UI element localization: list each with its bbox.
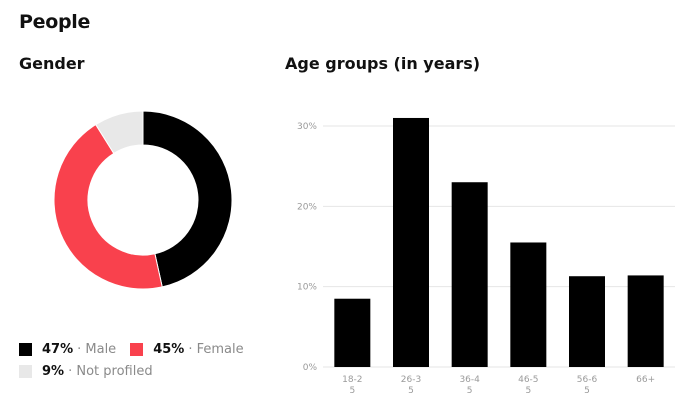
not-profiled-label: Not profiled xyxy=(76,363,153,379)
male-label: Male xyxy=(85,341,117,357)
x-tick-label: 5 xyxy=(525,386,531,396)
y-tick-label: 10% xyxy=(297,283,317,293)
x-tick-label: 5 xyxy=(584,386,590,396)
age-bar xyxy=(510,242,547,367)
not-profiled-percent: 9% xyxy=(42,363,65,379)
page-title: People xyxy=(19,11,91,33)
donut-slice-not-profiled xyxy=(95,111,144,155)
age-bar xyxy=(569,276,605,367)
donut-slice-female xyxy=(54,123,163,289)
y-tick-label: 20% xyxy=(297,202,317,212)
age-bar xyxy=(393,117,429,367)
y-tick-label: 30% xyxy=(297,122,317,132)
age-bar xyxy=(334,298,371,367)
not-profiled-swatch xyxy=(19,364,32,378)
x-tick-label: 5 xyxy=(408,386,414,396)
x-tick-label: 36-4 xyxy=(459,375,480,385)
x-tick-label: 56-6 xyxy=(577,375,598,385)
female-percent: 45% xyxy=(153,341,185,357)
legend-item-not-profiled: 9% · Not profiled xyxy=(19,364,153,379)
gender-donut-chart xyxy=(54,111,232,289)
female-label: Female xyxy=(196,341,244,357)
x-tick-label: 66+ xyxy=(636,375,655,385)
x-tick-label: 5 xyxy=(349,386,355,396)
male-swatch xyxy=(19,342,32,356)
age-groups-heading: Age groups (in years) xyxy=(285,54,481,73)
not-profiled-separator: · xyxy=(68,363,77,379)
age-bar xyxy=(451,182,488,367)
legend-item-female: 45% · Female xyxy=(130,341,244,357)
gender-legend: 47% · Male 45% · Female 9% · Not profile… xyxy=(19,338,258,382)
x-tick-label: 26-3 xyxy=(401,375,421,385)
male-separator: · xyxy=(77,341,86,357)
donut-slice-male xyxy=(142,111,232,288)
legend-item-male: 47% · Male xyxy=(19,342,116,357)
x-tick-label: 18-2 xyxy=(342,375,362,385)
x-tick-label: 5 xyxy=(467,386,473,396)
y-tick-label: 0% xyxy=(303,363,318,373)
female-swatch xyxy=(130,342,144,356)
male-percent: 47% xyxy=(42,341,74,357)
age-bar xyxy=(627,275,664,367)
female-separator: · xyxy=(188,341,197,357)
x-tick-label: 46-5 xyxy=(518,375,538,385)
gender-heading: Gender xyxy=(19,54,85,73)
